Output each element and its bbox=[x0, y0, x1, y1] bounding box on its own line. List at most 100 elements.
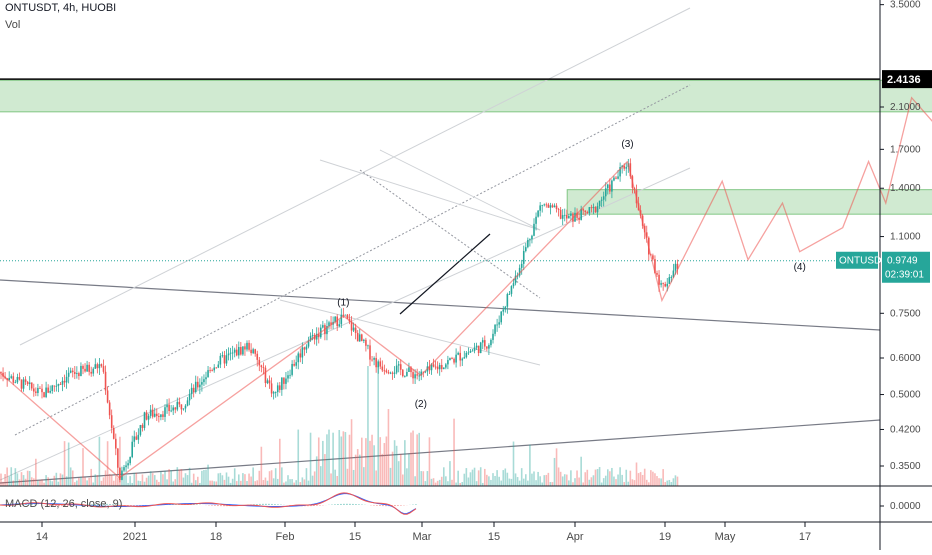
volume-bar bbox=[117, 477, 119, 486]
volume-bar bbox=[439, 480, 441, 486]
candle-body bbox=[27, 382, 29, 384]
volume-bar bbox=[468, 477, 470, 486]
candle-body bbox=[615, 178, 617, 179]
candle-body bbox=[412, 372, 414, 378]
candle-body bbox=[306, 347, 308, 350]
candle-body bbox=[392, 373, 394, 374]
volume-bar bbox=[375, 470, 377, 486]
candle-body bbox=[181, 404, 183, 409]
candle-body bbox=[146, 412, 148, 419]
volume-bar bbox=[650, 470, 652, 486]
volume-bar bbox=[406, 468, 408, 486]
volume-bar bbox=[648, 482, 650, 486]
candle-body bbox=[511, 286, 513, 294]
volume-bar bbox=[474, 468, 476, 486]
volume-bar bbox=[330, 473, 332, 486]
candle-body bbox=[166, 405, 168, 408]
zones-layer bbox=[0, 80, 932, 214]
candle-body bbox=[207, 370, 209, 377]
volume-bar bbox=[265, 478, 267, 486]
candle-body bbox=[51, 385, 53, 390]
volume-bar bbox=[197, 477, 199, 486]
volume-bar bbox=[4, 474, 6, 486]
volume-bar bbox=[527, 481, 529, 486]
candle-body bbox=[240, 347, 242, 354]
volume-bar bbox=[461, 482, 463, 486]
candle-body bbox=[19, 377, 21, 380]
volume-bar bbox=[464, 474, 466, 486]
candle-body bbox=[131, 442, 133, 457]
candle-body bbox=[505, 307, 507, 310]
volume-bar bbox=[295, 480, 297, 486]
candle-body bbox=[113, 428, 115, 439]
volume-bar bbox=[564, 474, 566, 486]
volume-bar bbox=[148, 476, 150, 486]
volume-bar bbox=[195, 480, 197, 486]
volume-bar bbox=[105, 470, 107, 486]
candle-body bbox=[68, 373, 70, 377]
volume-bar bbox=[193, 474, 195, 486]
candle-body bbox=[509, 294, 511, 295]
candle-body bbox=[47, 388, 49, 393]
volume-bar bbox=[242, 473, 244, 486]
candle-body bbox=[148, 416, 150, 420]
wave-label: (3) bbox=[621, 139, 633, 150]
wave-label: (2) bbox=[415, 399, 427, 410]
candle-body bbox=[322, 325, 324, 327]
volume-bar bbox=[507, 473, 509, 486]
candle-body bbox=[617, 176, 619, 178]
volume-bar bbox=[384, 443, 386, 486]
volume-bar bbox=[589, 480, 591, 486]
candle-body bbox=[498, 322, 500, 324]
candle-body bbox=[447, 360, 449, 364]
volume-bar bbox=[19, 479, 21, 486]
volume-bar bbox=[164, 471, 166, 486]
support-zone bbox=[567, 190, 932, 215]
macd-histogram-bar bbox=[220, 505, 221, 506]
candle-body bbox=[10, 376, 12, 378]
volume-bar bbox=[172, 482, 174, 486]
macd-histogram-bar bbox=[259, 504, 260, 505]
macd-histogram-bar bbox=[358, 504, 359, 505]
volume-bar bbox=[21, 472, 23, 486]
volume-bar bbox=[343, 431, 345, 486]
trend-line bbox=[20, 8, 690, 345]
volume-bar bbox=[576, 470, 578, 486]
macd-histogram-bar bbox=[376, 505, 377, 506]
volume-bar bbox=[435, 483, 437, 486]
volume-bar bbox=[203, 470, 205, 486]
candle-body bbox=[252, 349, 254, 353]
volume-bar bbox=[144, 482, 146, 486]
candle-body bbox=[281, 377, 283, 389]
volume-bar bbox=[281, 467, 283, 486]
price-tick-label: 0.6000 bbox=[890, 353, 921, 364]
candle-body bbox=[115, 439, 117, 449]
macd-histogram-bar bbox=[400, 505, 401, 506]
volume-bar bbox=[558, 467, 560, 486]
volume-bar bbox=[238, 474, 240, 486]
volume-bar bbox=[525, 474, 527, 486]
volume-bar bbox=[213, 481, 215, 486]
volume-bar bbox=[74, 482, 76, 486]
volume-bar bbox=[293, 483, 295, 486]
volume-bar bbox=[363, 467, 365, 486]
candle-body bbox=[199, 385, 201, 388]
volume-bar bbox=[162, 474, 164, 486]
volume-bar bbox=[154, 475, 156, 486]
volume-bar bbox=[111, 475, 113, 486]
candle-body bbox=[209, 370, 211, 371]
volume-bar bbox=[353, 470, 355, 486]
volume-bar bbox=[47, 477, 49, 486]
macd-histogram-bar bbox=[337, 504, 338, 505]
volume-bar bbox=[338, 430, 340, 486]
volume-bar bbox=[361, 438, 363, 486]
volume-bar bbox=[609, 471, 611, 486]
candle-body bbox=[29, 382, 31, 384]
volume-bar bbox=[179, 470, 181, 486]
candle-body bbox=[341, 315, 343, 325]
candle-body bbox=[591, 207, 593, 208]
candle-body bbox=[238, 347, 240, 355]
volume-bar bbox=[601, 483, 603, 486]
